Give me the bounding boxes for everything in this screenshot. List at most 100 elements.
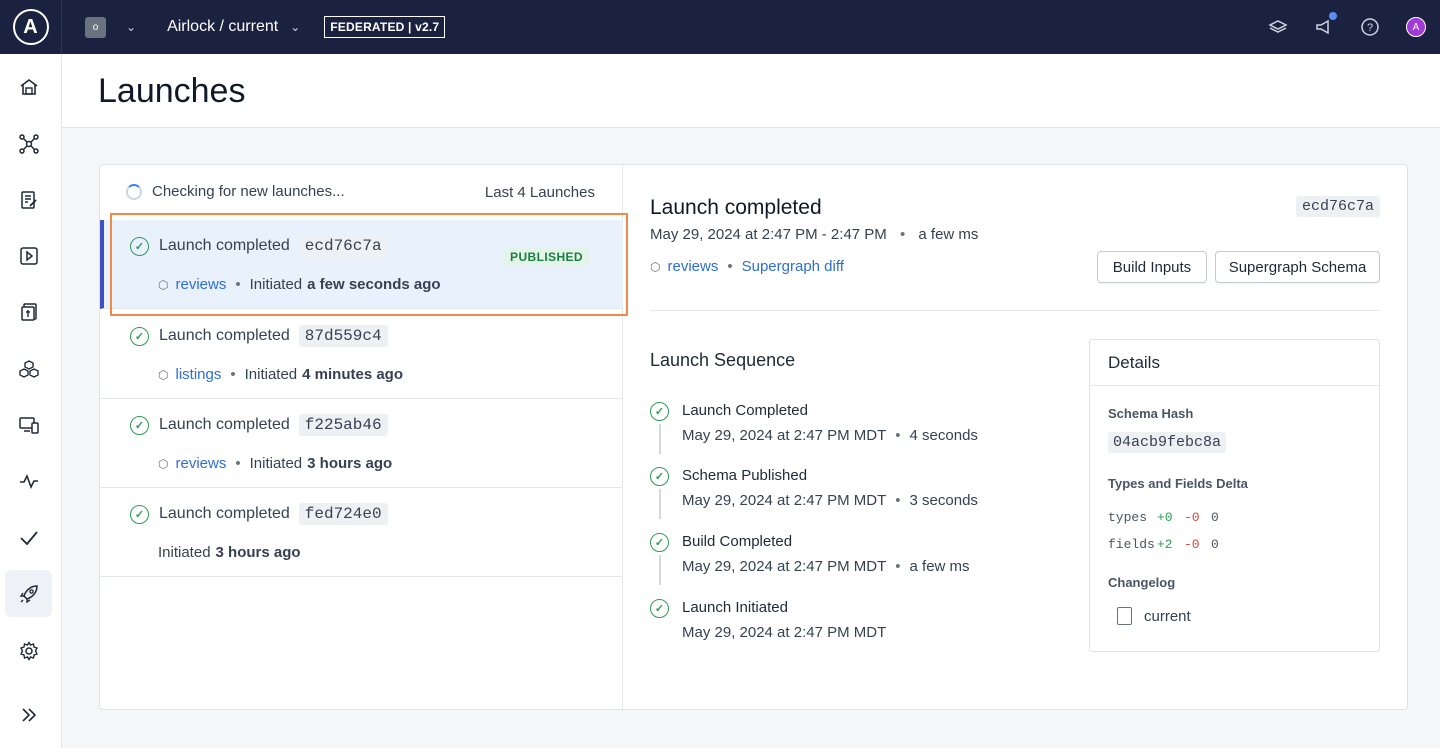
settings-icon[interactable] — [5, 627, 52, 674]
page-header: Launches — [62, 54, 1440, 128]
delta-label: Types and Fields Delta — [1108, 476, 1248, 491]
check-circle-icon: ✓ — [650, 533, 669, 552]
logo-cell[interactable]: A — [0, 0, 62, 54]
launch-list: Checking for new launches... Last 4 Laun… — [100, 165, 628, 709]
changelog-entry-label[interactable]: current — [1144, 607, 1191, 625]
apollo-logo[interactable]: A — [12, 9, 49, 45]
launch-count: Last 4 Launches — [484, 184, 595, 201]
timeline-connector — [659, 555, 661, 585]
variant-chevron-down-icon[interactable]: ⌄ — [290, 20, 301, 34]
graph-variant-name[interactable]: Airlock / current — [167, 18, 279, 35]
subgraph-link[interactable]: listings — [175, 366, 222, 383]
step-meta: May 29, 2024 at 2:47 PM MDT • 4 seconds — [682, 427, 978, 444]
checking-status: Checking for new launches... — [126, 183, 345, 200]
detail-title: Launch completed — [650, 196, 822, 219]
notification-dot — [1329, 12, 1337, 20]
fields-delta-row: fields +2 -0 0 — [1108, 537, 1219, 552]
timeline-connector — [659, 489, 661, 519]
check-circle-icon: ✓ — [130, 326, 149, 346]
checking-text: Checking for new launches... — [152, 183, 345, 200]
step-name: Launch Completed — [682, 402, 808, 419]
schema-hash-value: 04acb9febc8a — [1108, 432, 1227, 453]
detail-date: May 29, 2024 at 2:47 PM - 2:47 PM • a fe… — [650, 226, 979, 243]
sequence-title: Launch Sequence — [650, 350, 796, 370]
build-inputs-button[interactable]: Build Inputs — [1097, 251, 1207, 283]
schema-hash-label: Schema Hash — [1108, 406, 1194, 421]
spinner-icon — [126, 183, 142, 200]
subgraph-link[interactable]: reviews — [175, 455, 227, 472]
help-icon[interactable]: ? — [1360, 17, 1380, 37]
check-circle-icon: ✓ — [130, 236, 149, 256]
launch-row[interactable]: ✓ Launch completed ecd76c7a ⬡ reviews • … — [100, 220, 623, 309]
published-badge: PUBLISHED — [504, 248, 589, 266]
changelog-icon[interactable] — [5, 176, 52, 223]
detail-date-range: May 29, 2024 at 2:47 PM - 2:47 PM — [650, 226, 887, 243]
launch-status: Launch completed — [159, 237, 290, 254]
step-meta: May 29, 2024 at 2:47 PM MDT • 3 seconds — [682, 492, 978, 509]
sidebar — [0, 54, 62, 748]
insights-icon[interactable] — [5, 457, 52, 504]
check-circle-icon: ✓ — [650, 402, 669, 421]
types-delta-row: types +0 -0 0 — [1108, 510, 1219, 525]
check-circle-icon: ✓ — [130, 415, 149, 435]
home-icon[interactable] — [5, 63, 52, 110]
launch-status: Launch completed — [159, 327, 290, 344]
document-icon — [1117, 607, 1132, 625]
launch-hash: 87d559c4 — [298, 325, 388, 347]
initiated-label: Initiated — [244, 366, 298, 383]
step-name: Launch Initiated — [682, 599, 788, 616]
federation-badge: FEDERATED | v2.7 — [324, 16, 446, 38]
checks-icon[interactable] — [5, 288, 52, 335]
launches-card: Checking for new launches... Last 4 Laun… — [99, 164, 1408, 710]
divider — [650, 310, 1380, 311]
cube-icon: ⬡ — [158, 277, 169, 292]
top-bar: A o ⌄ Airlock / current ⌄ FEDERATED | v2… — [0, 0, 1440, 54]
checkmark-icon[interactable] — [5, 514, 52, 561]
initiated-time: 4 minutes ago — [302, 366, 404, 383]
step-name: Build Completed — [682, 533, 793, 550]
clients-icon[interactable] — [5, 401, 52, 448]
check-circle-icon: ✓ — [650, 467, 669, 486]
launch-status: Launch completed — [159, 505, 290, 522]
supergraph-schema-button[interactable]: Supergraph Schema — [1215, 251, 1380, 283]
launch-detail: Launch completed ecd76c7a May 29, 2024 a… — [623, 165, 1407, 709]
user-avatar[interactable]: A — [1406, 17, 1426, 37]
detail-links: ⬡ reviews • Supergraph diff — [650, 258, 844, 275]
initiated-time: 3 hours ago — [307, 455, 393, 472]
launch-row[interactable]: ✓ Launch completed 87d559c4 ⬡ listings •… — [100, 310, 623, 399]
initiated-label: Initiated — [158, 544, 211, 561]
detail-hash: ecd76c7a — [1295, 196, 1380, 217]
supergraph-diff-link[interactable]: Supergraph diff — [741, 258, 844, 275]
subgraphs-icon[interactable] — [5, 345, 52, 392]
page-title: Launches — [98, 72, 246, 110]
cube-icon: ⬡ — [158, 367, 169, 382]
schema-icon[interactable] — [5, 120, 52, 167]
detail-duration: a few ms — [918, 226, 979, 243]
launch-status: Launch completed — [159, 416, 290, 433]
step-meta: May 29, 2024 at 2:47 PM MDT — [682, 624, 887, 641]
detail-subgraph-link[interactable]: reviews — [667, 258, 719, 275]
launches-icon[interactable] — [5, 570, 52, 617]
expand-sidebar-icon[interactable] — [5, 691, 52, 738]
explorer-icon[interactable] — [5, 232, 52, 279]
step-meta: May 29, 2024 at 2:47 PM MDT • a few ms — [682, 558, 970, 575]
details-title: Details — [1090, 340, 1379, 386]
check-circle-icon: ✓ — [650, 599, 669, 618]
initiated-label: Initiated — [249, 276, 303, 293]
subgraph-link[interactable]: reviews — [175, 276, 227, 293]
check-circle-icon: ✓ — [130, 504, 149, 524]
details-panel: Details Schema Hash 04acb9febc8a Types a… — [1089, 339, 1380, 652]
learn-icon[interactable] — [1268, 17, 1288, 37]
timeline-connector — [659, 424, 661, 454]
changelog-entry[interactable]: current — [1117, 607, 1191, 625]
org-chevron-down-icon[interactable]: ⌄ — [126, 20, 137, 34]
changelog-label: Changelog — [1108, 575, 1176, 590]
launch-row[interactable]: ✓ Launch completed f225ab46 ⬡ reviews • … — [100, 399, 623, 488]
org-badge[interactable]: o — [85, 16, 106, 38]
announcements-icon[interactable] — [1314, 12, 1337, 37]
cube-icon: ⬡ — [650, 259, 661, 274]
launch-hash: f225ab46 — [298, 414, 388, 436]
step-name: Schema Published — [682, 467, 808, 484]
initiated-time: a few seconds ago — [307, 276, 441, 293]
launch-row[interactable]: ✓ Launch completed fed724e0 Initiated 3 … — [100, 488, 623, 577]
